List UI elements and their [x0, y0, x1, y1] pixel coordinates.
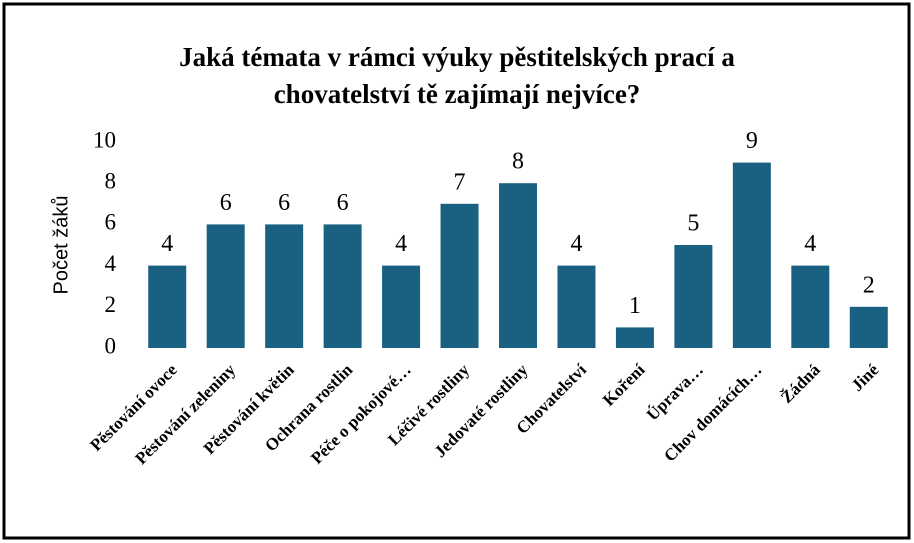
data-label: 4 — [161, 231, 173, 257]
bar — [732, 162, 771, 348]
bar — [382, 265, 421, 348]
data-label: 4 — [570, 231, 582, 257]
bar — [674, 245, 713, 348]
data-label: 8 — [512, 149, 524, 175]
data-label: 6 — [278, 190, 290, 216]
data-label: 5 — [687, 211, 699, 237]
bar — [849, 306, 888, 348]
bar — [148, 265, 187, 348]
y-tick-label: 0 — [105, 333, 117, 358]
data-label: 2 — [863, 272, 875, 298]
data-label: 4 — [804, 231, 816, 257]
bar — [791, 265, 830, 348]
bar — [265, 224, 304, 348]
y-axis-label: Počet žáků — [50, 196, 72, 295]
data-label: 9 — [746, 128, 758, 154]
y-tick-label: 10 — [93, 127, 116, 152]
chart-title: Jaká témata v rámci výuky pěstitelských … — [179, 42, 735, 72]
bar — [440, 203, 479, 348]
data-label: 6 — [220, 190, 232, 216]
bar — [499, 183, 537, 348]
bar — [615, 327, 654, 348]
data-label: 6 — [337, 190, 349, 216]
y-tick-label: 2 — [105, 292, 117, 317]
bar — [206, 224, 245, 348]
data-label: 7 — [454, 169, 466, 195]
y-tick-label: 8 — [105, 168, 117, 193]
data-label: 4 — [395, 231, 407, 257]
chart-title: chovatelství tě zajímají nejvíce? — [274, 79, 641, 109]
y-tick-label: 6 — [105, 210, 117, 235]
bar — [557, 265, 596, 348]
y-tick-label: 4 — [105, 251, 117, 276]
data-label: 1 — [629, 293, 641, 319]
bar — [323, 224, 362, 348]
